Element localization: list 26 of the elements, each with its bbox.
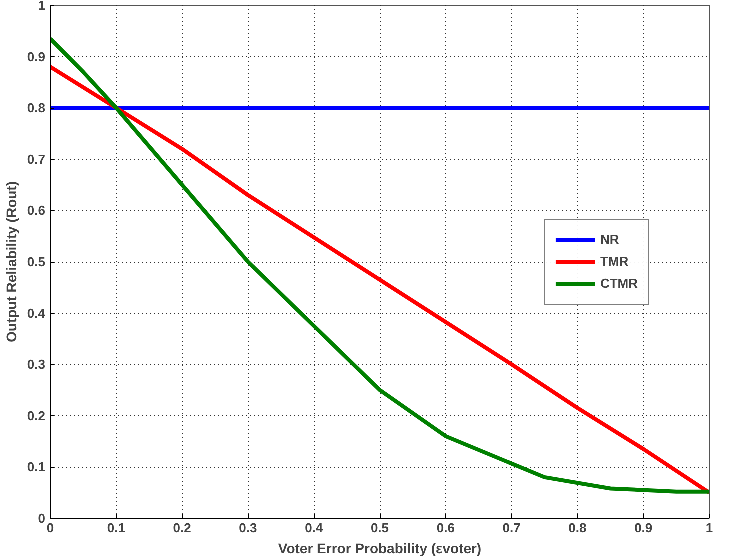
- y-tick-label: 0.7: [27, 152, 46, 167]
- x-tick-label: 1: [706, 520, 714, 536]
- y-tick-label: 0.6: [27, 203, 46, 218]
- x-tick-label: 0.9: [634, 520, 653, 536]
- y-tick-label: 0.2: [27, 408, 46, 424]
- x-tick-label: 0.4: [305, 520, 324, 536]
- x-tick-label: 0.5: [370, 520, 390, 536]
- y-tick-label: 0.9: [27, 49, 46, 64]
- y-tick-label: 0: [38, 511, 46, 526]
- x-tick-label: 0.3: [239, 520, 258, 536]
- y-tick-label: 0.1: [27, 460, 46, 475]
- y-tick-label: 0.4: [27, 306, 46, 321]
- x-axis-title: Voter Error Probability (εvoter): [278, 540, 482, 556]
- x-tick-label: 0.8: [568, 520, 587, 536]
- x-tick-label: 0.6: [436, 520, 455, 536]
- y-tick-label: 1: [38, 0, 46, 13]
- legend-label: TMR: [600, 254, 629, 269]
- y-tick-label: 0.8: [27, 100, 46, 116]
- legend-label: NR: [600, 232, 620, 247]
- x-tick-label: 0.1: [107, 520, 126, 536]
- y-tick-label: 0.5: [27, 254, 46, 270]
- y-tick-label: 0.3: [27, 357, 46, 372]
- x-tick-label: 0.7: [502, 520, 521, 536]
- x-tick-label: 0.2: [173, 520, 192, 536]
- y-axis-title: Output Reliability (Rout): [3, 182, 20, 342]
- legend-label: CTMR: [600, 276, 638, 291]
